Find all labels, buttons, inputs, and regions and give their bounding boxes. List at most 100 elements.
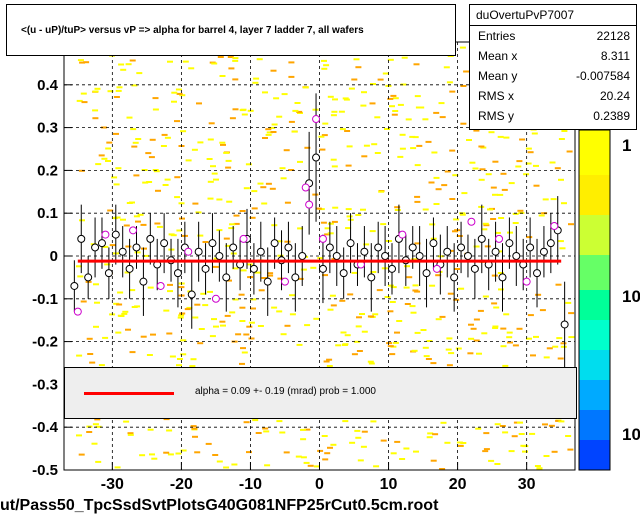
density-cell <box>137 213 144 216</box>
density-cell <box>473 129 480 132</box>
data-point <box>374 243 383 252</box>
y-tick-label: 0.4 <box>37 77 59 94</box>
density-cell <box>430 459 437 462</box>
data-point <box>229 243 238 252</box>
density-cell <box>351 353 358 356</box>
density-cell <box>197 141 204 144</box>
density-cell <box>536 467 543 470</box>
data-point <box>298 252 307 260</box>
data-point <box>539 247 548 256</box>
density-cell <box>490 186 497 189</box>
density-cell <box>190 425 197 428</box>
data-point <box>312 153 321 162</box>
density-cell <box>180 353 187 356</box>
density-cell <box>267 274 274 277</box>
density-cell <box>280 333 287 336</box>
density-cell <box>261 277 268 279</box>
density-cell <box>476 352 482 355</box>
density-cell <box>415 106 422 109</box>
density-cell <box>453 218 460 221</box>
density-cell <box>171 100 177 103</box>
density-cell <box>86 431 93 433</box>
density-cell <box>539 309 546 312</box>
density-cell <box>354 429 361 432</box>
density-cell <box>80 92 87 95</box>
density-cell <box>276 310 283 313</box>
density-cell <box>79 219 85 222</box>
density-cell <box>123 420 130 423</box>
stats-title: duOvertuPvP7007 <box>470 5 636 26</box>
y-tick-label: 0 <box>50 248 58 265</box>
density-cell <box>374 152 381 154</box>
density-cell <box>433 176 440 179</box>
color-scale-band <box>579 130 610 175</box>
density-cell <box>101 157 108 160</box>
density-cell <box>394 440 401 443</box>
density-cell <box>93 283 99 286</box>
density-cell <box>487 208 493 211</box>
density-cell <box>269 126 276 129</box>
density-cell <box>483 448 490 451</box>
density-cell <box>174 176 181 179</box>
density-cell <box>95 460 102 463</box>
density-cell <box>482 295 489 298</box>
density-cell <box>276 420 283 423</box>
data-point-magenta <box>129 226 138 235</box>
density-cell <box>270 131 277 133</box>
density-cell <box>196 102 202 105</box>
density-cell <box>281 93 288 96</box>
density-cell <box>178 286 185 289</box>
density-cell <box>239 210 246 212</box>
density-cell <box>115 331 122 334</box>
density-cell <box>376 289 383 292</box>
density-cell <box>241 351 248 354</box>
density-cell <box>473 245 480 248</box>
density-cell <box>500 327 507 330</box>
data-point <box>415 252 424 260</box>
density-cell <box>478 145 485 148</box>
density-cell <box>454 229 461 232</box>
density-cell <box>502 431 509 434</box>
density-cell <box>425 140 432 143</box>
density-cell <box>109 244 116 247</box>
profile-points <box>70 93 569 368</box>
density-cell <box>324 227 331 230</box>
density-cell <box>387 284 394 287</box>
density-cell <box>136 72 143 75</box>
density-cell <box>382 72 389 75</box>
density-cell <box>93 325 99 328</box>
density-cell <box>498 217 505 219</box>
density-cell <box>387 58 394 61</box>
density-cell <box>258 289 265 292</box>
density-cell <box>531 132 538 135</box>
data-point <box>546 239 555 248</box>
density-cell <box>459 213 466 216</box>
density-cell <box>125 328 131 331</box>
density-cell <box>414 95 421 98</box>
x-tick-label: -30 <box>101 476 124 493</box>
data-point <box>318 264 327 273</box>
data-point <box>498 273 507 282</box>
density-cell <box>232 78 239 81</box>
density-cell <box>429 223 436 226</box>
density-cell <box>265 133 272 136</box>
color-scale-band <box>579 320 610 350</box>
density-cell <box>197 234 204 237</box>
density-cell <box>530 354 536 357</box>
density-cell <box>140 335 147 338</box>
density-cell <box>124 271 131 274</box>
density-cell <box>482 450 489 453</box>
density-cell <box>160 145 167 147</box>
density-cell <box>167 290 173 293</box>
stat-row-rms-x: RMS x 20.24 <box>470 86 636 106</box>
density-cell <box>356 316 362 319</box>
density-cell <box>225 166 232 169</box>
density-cell <box>485 173 492 176</box>
density-cell <box>229 223 236 226</box>
density-cell <box>206 158 213 160</box>
x-tick-label: -20 <box>170 476 193 493</box>
density-cell <box>492 327 499 329</box>
density-cell <box>182 60 189 63</box>
data-point <box>533 269 542 278</box>
data-point-magenta <box>550 222 559 231</box>
